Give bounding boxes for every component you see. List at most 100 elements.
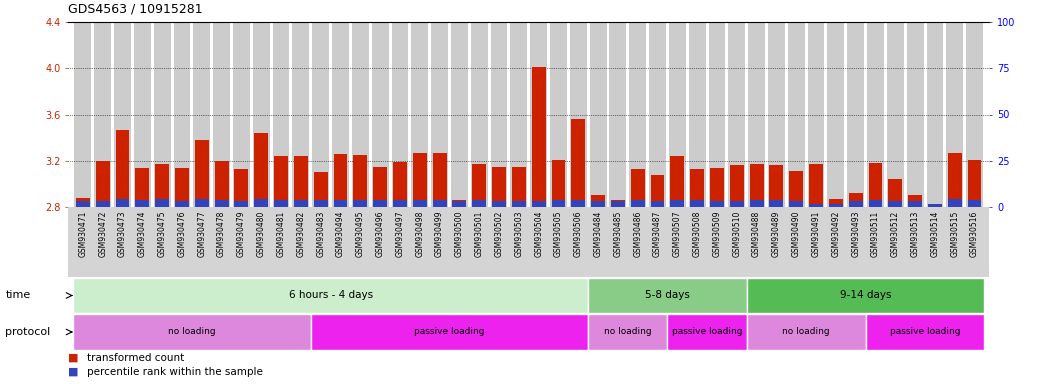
Bar (314, 200, 328, 207)
Bar (373, 167, 387, 207)
Text: ■: ■ (68, 367, 79, 377)
Bar (747, 314, 866, 350)
Bar (670, 200, 685, 207)
Bar (134, 22, 151, 207)
Text: no loading: no loading (604, 328, 651, 336)
Bar (532, 201, 545, 207)
Bar (532, 67, 545, 207)
Text: 9-14 days: 9-14 days (840, 291, 891, 301)
Bar (174, 22, 191, 207)
Bar (946, 22, 963, 207)
Text: 6 hours - 4 days: 6 hours - 4 days (289, 291, 373, 301)
Text: GSM930472: GSM930472 (98, 210, 107, 257)
Text: GSM930511: GSM930511 (871, 210, 879, 257)
Text: GSM930498: GSM930498 (416, 210, 424, 257)
Text: 5-8 days: 5-8 days (645, 291, 690, 301)
Bar (710, 168, 723, 207)
Bar (312, 22, 329, 207)
Text: GSM930475: GSM930475 (158, 210, 166, 257)
Text: GSM930516: GSM930516 (971, 210, 979, 257)
Bar (254, 199, 268, 207)
Text: GSM930512: GSM930512 (891, 210, 899, 257)
Bar (908, 201, 922, 207)
Bar (115, 199, 130, 207)
Bar (669, 22, 686, 207)
Bar (829, 199, 843, 207)
Bar (94, 22, 111, 207)
Text: GSM930474: GSM930474 (138, 210, 147, 257)
Bar (393, 200, 407, 207)
Bar (233, 22, 250, 207)
Bar (869, 200, 883, 207)
Bar (530, 22, 548, 207)
Bar (689, 22, 706, 207)
Text: GSM930488: GSM930488 (752, 210, 761, 257)
Bar (235, 169, 248, 207)
Bar (611, 201, 625, 207)
Bar (670, 156, 685, 207)
Text: GSM930476: GSM930476 (178, 210, 186, 257)
Text: GSM930503: GSM930503 (514, 210, 524, 257)
Bar (690, 169, 704, 207)
Bar (155, 199, 170, 207)
Bar (849, 201, 863, 207)
Bar (552, 200, 565, 207)
Bar (730, 166, 743, 207)
Bar (354, 155, 367, 207)
Bar (866, 314, 984, 350)
Text: GSM930501: GSM930501 (474, 210, 484, 257)
Bar (294, 156, 308, 207)
Text: GSM930507: GSM930507 (673, 210, 682, 257)
Bar (95, 161, 110, 207)
Bar (592, 201, 605, 207)
Bar (332, 22, 349, 207)
Bar (451, 22, 468, 207)
Bar (888, 201, 903, 207)
Text: GDS4563 / 10915281: GDS4563 / 10915281 (68, 2, 203, 15)
Text: passive loading: passive loading (890, 328, 960, 336)
Bar (452, 200, 466, 207)
Bar (967, 200, 981, 207)
Bar (274, 156, 288, 207)
Text: transformed count: transformed count (87, 353, 184, 363)
Text: GSM930514: GSM930514 (931, 210, 939, 257)
Bar (768, 22, 785, 207)
Bar (73, 314, 311, 350)
Bar (76, 198, 90, 207)
Bar (690, 200, 704, 207)
Bar (770, 200, 783, 207)
Bar (195, 199, 208, 207)
Bar (431, 22, 448, 207)
Bar (611, 200, 625, 207)
Bar (629, 22, 646, 207)
Text: GSM930481: GSM930481 (276, 210, 286, 257)
Bar (847, 22, 864, 207)
Text: GSM930492: GSM930492 (831, 210, 841, 257)
Bar (393, 162, 407, 207)
Text: GSM930491: GSM930491 (811, 210, 821, 257)
Bar (907, 22, 923, 207)
Bar (235, 201, 248, 207)
Text: GSM930494: GSM930494 (336, 210, 346, 257)
Bar (74, 22, 91, 207)
Text: GSM930499: GSM930499 (436, 210, 444, 257)
Bar (948, 199, 962, 207)
Text: GSM930483: GSM930483 (316, 210, 326, 257)
Bar (194, 22, 210, 207)
Text: GSM930482: GSM930482 (296, 210, 306, 257)
Bar (650, 175, 665, 207)
Bar (572, 200, 585, 207)
Bar (709, 22, 726, 207)
Bar (471, 22, 488, 207)
Text: GSM930484: GSM930484 (594, 210, 603, 257)
Text: GSM930496: GSM930496 (376, 210, 384, 257)
Text: GSM930477: GSM930477 (197, 210, 206, 257)
Bar (750, 200, 763, 207)
Bar (829, 204, 843, 207)
Bar (928, 204, 942, 207)
Text: protocol: protocol (5, 327, 50, 337)
Bar (588, 314, 667, 350)
Bar (491, 22, 508, 207)
Bar (510, 22, 528, 207)
Bar (667, 314, 747, 350)
